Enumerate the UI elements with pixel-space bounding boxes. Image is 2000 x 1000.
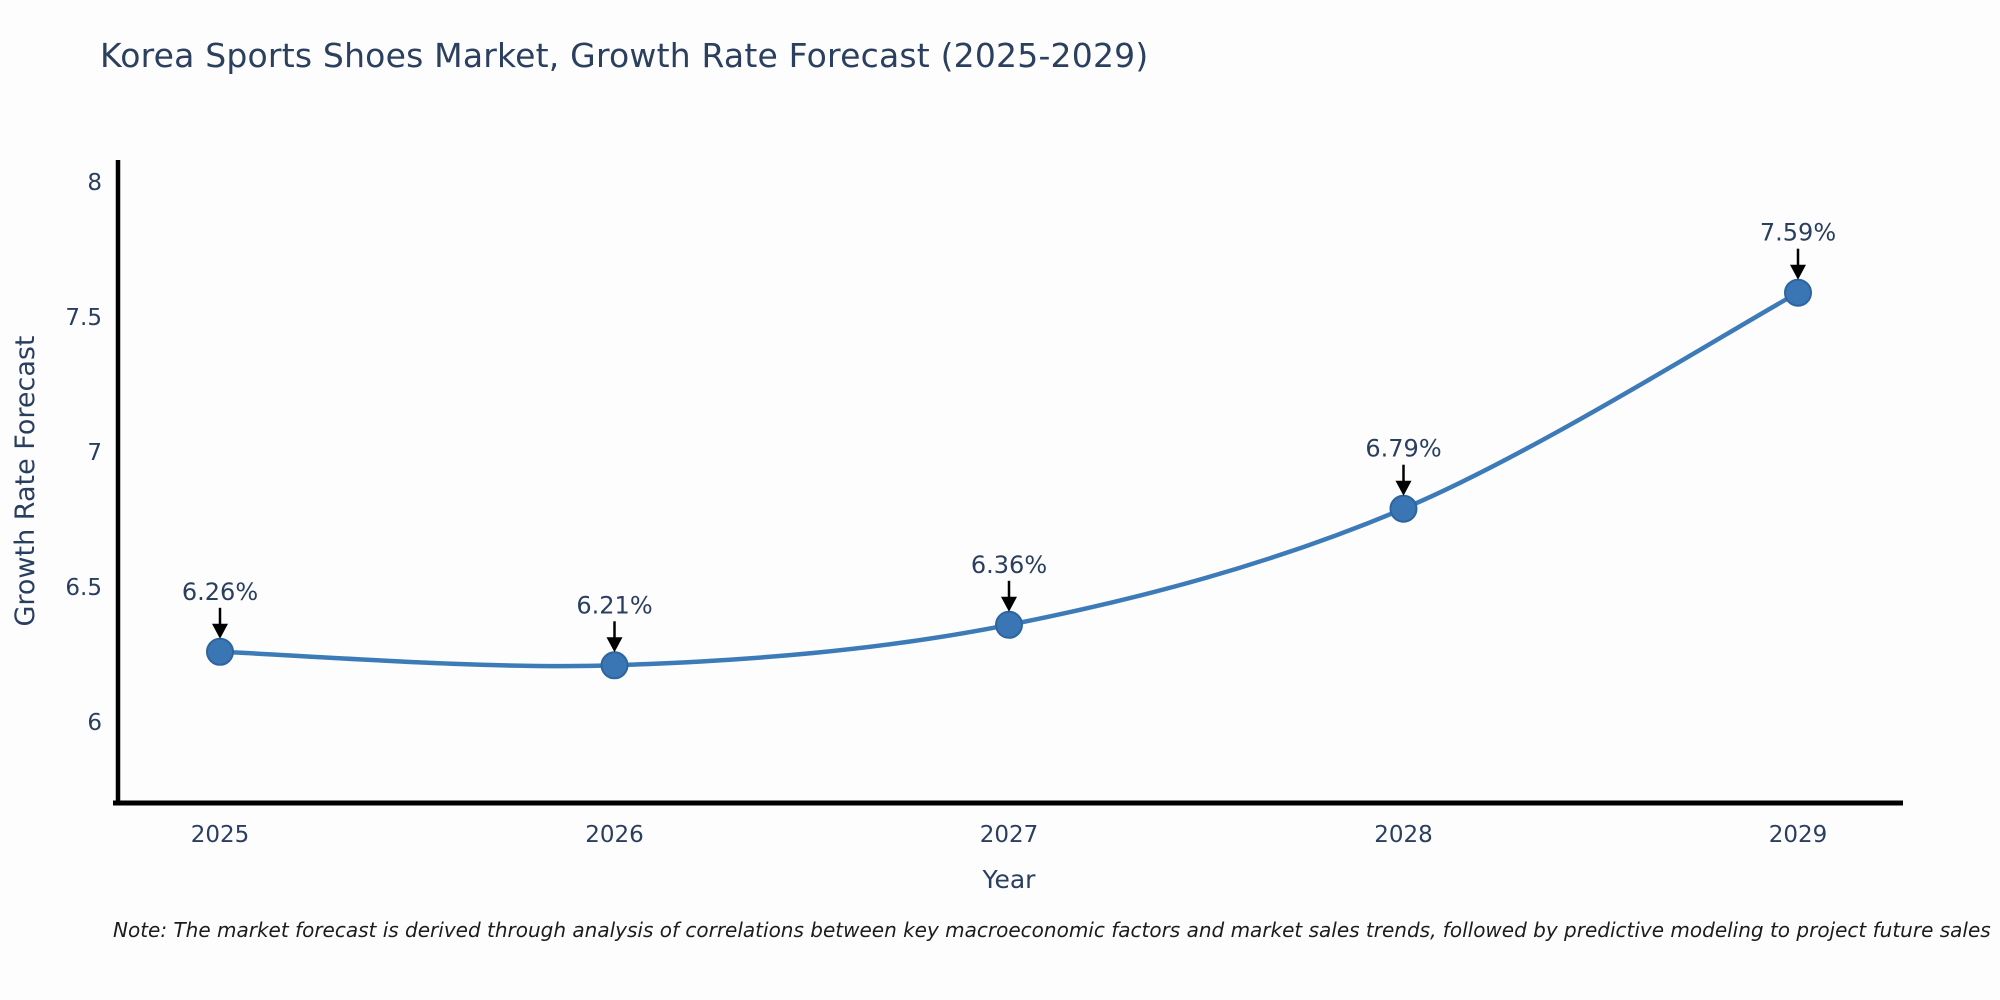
annotation-label: 6.21% xyxy=(576,591,652,619)
y-axis-title: Growth Rate Forecast xyxy=(10,335,41,626)
annotation-label: 6.79% xyxy=(1365,435,1441,463)
x-tick-label: 2026 xyxy=(585,822,644,848)
annotation-arrowhead xyxy=(606,637,623,653)
annotation-arrowhead xyxy=(1001,596,1017,612)
annotation-arrowhead xyxy=(1395,480,1412,496)
annotation-arrowhead xyxy=(212,623,228,639)
footnote: Note: The market forecast is derived thr… xyxy=(113,918,1991,942)
chart-title: Korea Sports Shoes Market, Growth Rate F… xyxy=(100,36,1149,75)
data-point-marker xyxy=(995,610,1023,639)
x-tick-label: 2027 xyxy=(980,822,1039,848)
y-tick-label: 7 xyxy=(87,440,102,466)
x-tick-label: 2025 xyxy=(191,822,250,848)
annotation-label: 6.26% xyxy=(182,578,258,606)
annotation-label: 7.59% xyxy=(1760,219,1836,247)
data-point-marker xyxy=(1389,494,1418,523)
y-tick-label: 6 xyxy=(87,710,102,736)
y-tick-label: 8 xyxy=(87,170,102,196)
x-axis-title: Year xyxy=(982,865,1037,894)
x-tick-label: 2029 xyxy=(1769,822,1828,848)
y-tick-label: 7.5 xyxy=(65,305,102,331)
annotation-arrowhead xyxy=(1790,264,1806,280)
data-point-marker xyxy=(600,651,629,680)
x-tick-label: 2028 xyxy=(1374,822,1433,848)
y-tick-label: 6.5 xyxy=(65,575,102,601)
annotation-label: 6.36% xyxy=(971,551,1047,579)
data-point-marker xyxy=(1784,278,1812,307)
data-point-marker xyxy=(206,637,234,666)
